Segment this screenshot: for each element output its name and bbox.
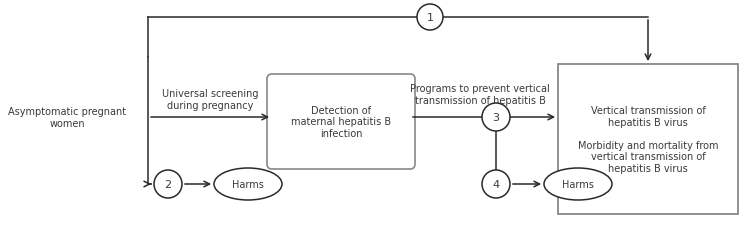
Circle shape	[154, 170, 182, 198]
Circle shape	[482, 104, 510, 131]
Ellipse shape	[214, 168, 282, 200]
Text: Harms: Harms	[562, 179, 594, 189]
Text: Detection of
maternal hepatitis B
infection: Detection of maternal hepatitis B infect…	[291, 105, 391, 139]
Text: Universal screening
during pregnancy: Universal screening during pregnancy	[162, 89, 258, 110]
Text: 4: 4	[493, 179, 500, 189]
Circle shape	[482, 170, 510, 198]
FancyBboxPatch shape	[558, 65, 738, 214]
Text: 2: 2	[164, 179, 172, 189]
Text: 3: 3	[493, 112, 500, 123]
Text: Harms: Harms	[232, 179, 264, 189]
Text: Vertical transmission of
hepatitis B virus

Morbidity and mortality from
vertica: Vertical transmission of hepatitis B vir…	[578, 106, 718, 173]
Circle shape	[417, 5, 443, 31]
Text: Programs to prevent vertical
transmission of hepatitis B: Programs to prevent vertical transmissio…	[410, 84, 550, 105]
Ellipse shape	[544, 168, 612, 200]
Text: Asymptomatic pregnant
women: Asymptomatic pregnant women	[8, 107, 126, 128]
Text: 1: 1	[427, 13, 433, 23]
FancyBboxPatch shape	[267, 75, 415, 169]
